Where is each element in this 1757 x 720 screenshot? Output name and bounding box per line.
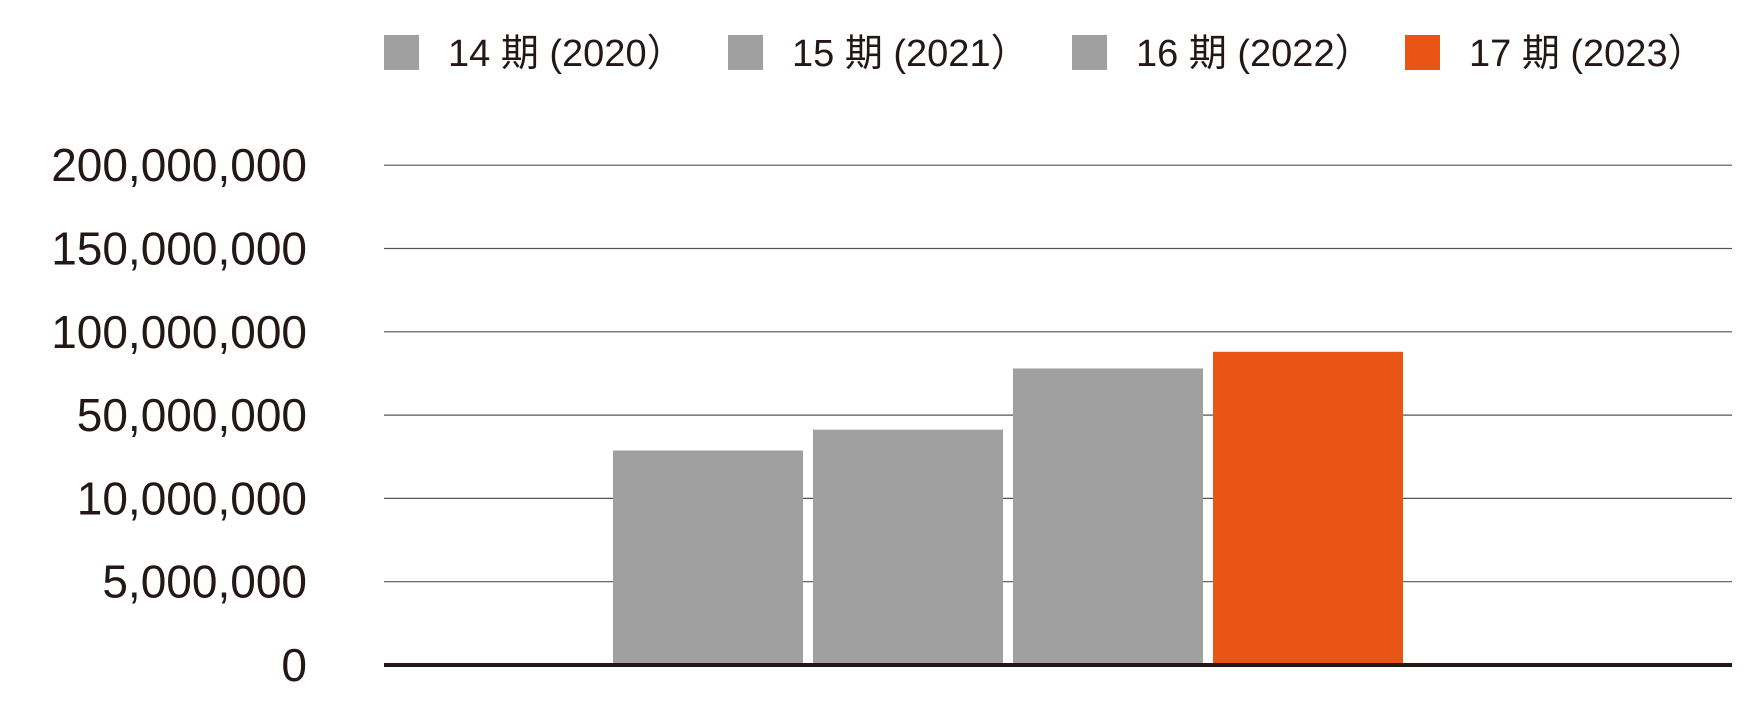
bars: [613, 351, 1403, 665]
y-tick-label: 10,000,000: [77, 472, 307, 524]
legend-swatch: [384, 35, 419, 70]
legend-item: 16 期 (2022）: [1072, 33, 1373, 75]
legend-swatch: [728, 35, 763, 70]
legend-item: 14 期 (2020）: [384, 33, 685, 75]
legend-item: 17 期 (2023）: [1405, 33, 1706, 75]
y-tick-label: 100,000,000: [51, 306, 307, 358]
bar: [1213, 351, 1403, 665]
y-tick-label: 50,000,000: [77, 389, 307, 441]
legend-label: 14 期 (2020）: [448, 33, 685, 75]
legend-item: 15 期 (2021）: [728, 33, 1029, 75]
y-tick-label: 0: [281, 639, 307, 691]
legend-swatch: [1072, 35, 1107, 70]
y-tick-label: 150,000,000: [51, 223, 307, 275]
bar: [1013, 368, 1203, 665]
bar: [613, 450, 803, 665]
y-tick-label: 200,000,000: [51, 139, 307, 191]
bar: [813, 429, 1003, 665]
legend-label: 16 期 (2022）: [1136, 33, 1373, 75]
legend-label: 15 期 (2021）: [792, 33, 1029, 75]
legend-swatch: [1405, 35, 1440, 70]
legend: 14 期 (2020） 15 期 (2021） 16 期 (2022） 17 期 (2…: [384, 33, 1706, 75]
legend-label: 17 期 (2023）: [1469, 33, 1706, 75]
y-axis-tick-labels: 0 5,000,000 10,000,000 50,000,000 100,000,00…: [51, 139, 307, 691]
y-tick-label: 5,000,000: [102, 556, 307, 608]
